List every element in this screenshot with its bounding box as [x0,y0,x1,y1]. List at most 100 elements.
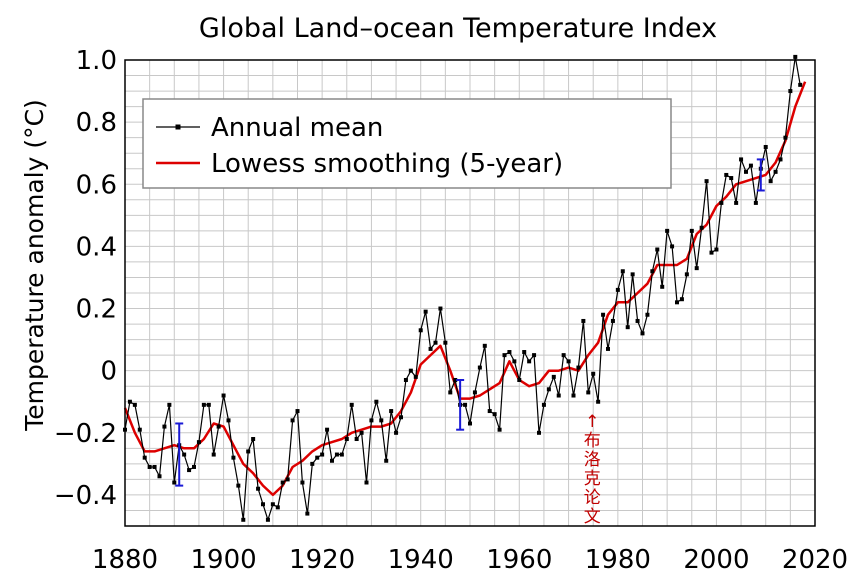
annual-mean-point [187,468,192,473]
annual-mean-point [152,464,157,469]
annual-mean-point [704,179,709,184]
annual-mean-point [640,331,645,336]
y-tick-label: −0.2 [54,419,117,449]
annual-mean-point [241,517,246,522]
x-tick-label: 1960 [486,545,552,575]
annual-mean-point [660,284,665,289]
annual-mean-point [601,312,606,317]
annual-mean-point [763,144,768,149]
annual-mean-point [773,169,778,174]
annual-mean-point [482,343,487,348]
annual-mean-point [630,272,635,277]
annual-mean-point [581,318,586,323]
y-tick-label: 0.8 [76,108,117,138]
annual-mean-point [127,399,132,404]
annual-mean-point [492,412,497,417]
annual-mean-point [566,359,571,364]
annual-mean-point [290,418,295,423]
annual-layer [123,54,803,522]
annual-mean-point [679,297,684,302]
annual-mean-point [280,480,285,485]
annual-mean-point [206,402,211,407]
annual-mean-point [408,368,413,373]
annual-mean-point [433,340,438,345]
annual-mean-point [389,409,394,414]
annual-mean-point [714,247,719,252]
annual-mean-point [265,517,270,522]
annual-mean-point [793,54,798,59]
annual-mean-point [270,502,275,507]
annotation-char: 文 [584,507,601,527]
x-tick-label: 2020 [782,545,848,575]
annual-mean-point [670,244,675,249]
annual-mean-point [497,427,502,432]
error-bar [756,158,765,192]
annual-mean-point [142,455,147,460]
annual-mean-point [226,418,231,423]
annual-mean-point [606,346,610,351]
annual-mean-point [256,486,261,491]
annual-mean-point [403,377,408,382]
annual-mean-point [315,455,320,460]
annual-mean-point [349,402,354,407]
annual-mean-point [438,306,443,311]
annual-mean-point [546,387,551,392]
annual-mean-point [719,200,724,205]
annual-mean-point [201,402,206,407]
annual-mean-point [344,437,349,442]
annual-mean-point [428,346,433,351]
annual-mean-point [423,309,428,314]
annual-mean-point [468,421,472,426]
annual-mean-point [147,464,152,469]
annual-mean-point [556,393,561,398]
annual-mean-point [369,418,374,423]
annual-mean-point [330,458,334,463]
annual-mean-point [507,350,512,355]
annual-mean-point [739,157,744,162]
annual-mean-point [261,502,265,507]
y-axis-label: Temperature anomaly (°C) [20,99,49,432]
annual-mean-point [453,377,458,382]
legend: Annual mean Lowess smoothing (5-year) [142,98,672,189]
annual-mean-point [753,200,758,205]
annual-mean-point [689,228,694,233]
annual-mean-point [339,452,344,457]
annual-mean-point [655,247,660,252]
annual-mean-point [748,163,753,168]
y-tick-label: 1.0 [76,46,117,76]
annual-mean-point [334,452,339,457]
annual-mean-point [413,374,418,379]
annual-mean-point [236,483,241,488]
annual-mean-point [675,300,679,305]
annual-mean-point [729,176,734,181]
annual-mean-point [359,430,364,435]
annual-mean-point [645,312,650,317]
annual-mean-point [182,452,187,457]
annual-mean-point [384,458,389,463]
annual-mean-point [596,399,601,404]
annual-mean-point [211,452,216,457]
annual-mean-point [196,440,201,445]
annotation-arrow: ↑ [585,412,599,432]
annual-mean-point [650,269,655,274]
annotation-char: 布 [584,431,601,451]
annual-mean-point [354,437,359,442]
annual-mean-point [477,365,482,370]
annual-mean-point [157,474,162,479]
annual-mean-point [798,82,803,87]
annual-mean-point [694,266,699,271]
annual-mean-point [625,325,630,330]
annual-mean-point [620,269,625,274]
annotation-char: 克 [584,469,601,489]
annual-mean-point [285,477,290,482]
legend-annual-marker [175,124,181,130]
annual-mean-line [124,56,801,521]
annual-mean-point [783,135,788,140]
annual-mean-point [778,157,783,162]
legend-box [142,98,672,189]
x-tick-label: 2000 [683,545,749,575]
annual-mean-point [586,390,591,395]
annual-mean-point [709,250,714,255]
annual-mean-point [551,374,556,379]
